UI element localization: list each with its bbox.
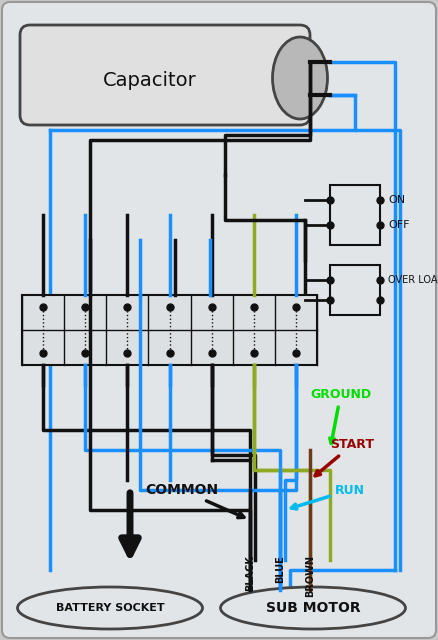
- Bar: [330, 185, 380, 245]
- Ellipse shape: [272, 37, 328, 119]
- Text: Capacitor: Capacitor: [103, 70, 197, 90]
- Bar: [330, 265, 380, 315]
- Text: GROUND: GROUND: [310, 388, 371, 444]
- Text: BATTERY SOCKET: BATTERY SOCKET: [56, 603, 164, 613]
- Text: RUN: RUN: [291, 483, 365, 509]
- Text: BLACK: BLACK: [245, 555, 255, 591]
- Text: BLUE: BLUE: [275, 555, 285, 583]
- Text: COMMON: COMMON: [145, 483, 244, 518]
- Text: OFF: OFF: [388, 220, 410, 230]
- Text: ON: ON: [388, 195, 405, 205]
- Text: START: START: [315, 438, 374, 476]
- Text: SUB MOTOR: SUB MOTOR: [266, 601, 360, 615]
- Bar: [22, 295, 317, 365]
- Ellipse shape: [18, 587, 202, 629]
- Text: BROWN: BROWN: [305, 555, 315, 597]
- FancyBboxPatch shape: [20, 25, 310, 125]
- Ellipse shape: [220, 587, 406, 629]
- Text: OVER LOAD: OVER LOAD: [388, 275, 438, 285]
